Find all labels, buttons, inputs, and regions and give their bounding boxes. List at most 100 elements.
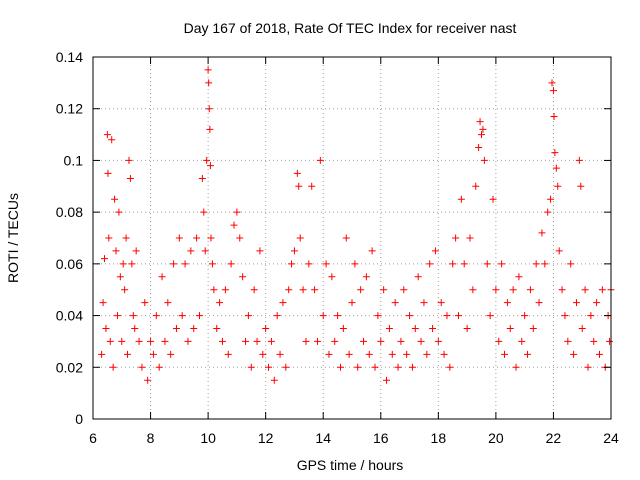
data-point <box>193 234 201 242</box>
data-point <box>554 182 562 190</box>
data-point <box>147 337 155 345</box>
data-point <box>99 299 107 307</box>
data-point <box>521 312 529 320</box>
data-point <box>371 363 379 371</box>
data-point <box>203 156 211 164</box>
data-point <box>109 363 117 371</box>
data-point <box>198 175 206 183</box>
data-point <box>538 229 546 237</box>
data-point <box>149 350 157 358</box>
data-point <box>262 325 270 332</box>
data-point <box>184 337 192 345</box>
x-tick-label: 24 <box>603 430 619 446</box>
data-point <box>578 325 586 332</box>
data-point <box>293 169 301 177</box>
data-point <box>440 350 448 358</box>
data-point <box>429 325 437 332</box>
data-point <box>501 350 509 358</box>
data-point <box>331 337 339 345</box>
data-point <box>457 195 465 203</box>
data-point <box>230 221 238 229</box>
data-point <box>190 325 198 332</box>
data-point <box>158 273 166 281</box>
data-point <box>259 350 267 358</box>
data-point <box>564 337 572 345</box>
data-point <box>509 286 517 294</box>
data-point <box>572 299 580 307</box>
x-axis-ticks: 6 8 10 12 14 16 18 20 22 24 <box>89 57 619 446</box>
data-point <box>108 136 116 144</box>
data-point <box>570 350 578 358</box>
y-axis-label: ROTI / TECUs <box>5 193 21 283</box>
data-point <box>296 234 304 242</box>
data-point <box>403 350 411 358</box>
data-point <box>452 234 460 242</box>
data-point <box>498 260 506 268</box>
data-point <box>172 325 180 332</box>
x-tick-label: 14 <box>315 430 331 446</box>
data-point <box>558 286 566 294</box>
data-point <box>155 363 163 371</box>
data-point <box>408 363 416 371</box>
data-point <box>368 247 376 255</box>
data-point <box>195 312 203 320</box>
data-point <box>265 363 273 371</box>
data-point <box>593 299 601 307</box>
data-point <box>104 169 112 177</box>
data-point <box>279 299 287 307</box>
data-point <box>302 337 310 345</box>
data-point <box>595 350 603 358</box>
data-point <box>115 208 123 216</box>
data-point <box>113 312 121 320</box>
data-point <box>305 260 313 268</box>
data-point <box>581 286 589 294</box>
x-tick-label: 10 <box>200 430 216 446</box>
data-point <box>348 299 356 307</box>
data-point <box>374 312 382 320</box>
data-point <box>106 337 114 345</box>
data-point <box>515 273 523 281</box>
data-point <box>111 195 119 203</box>
data-point <box>345 350 353 358</box>
data-point <box>463 325 471 332</box>
data-point <box>351 260 359 268</box>
y-tick-label: 0.1 <box>64 152 84 168</box>
data-point <box>342 234 350 242</box>
data-point <box>138 363 146 371</box>
data-point <box>411 325 419 332</box>
data-point <box>216 299 224 307</box>
data-point <box>141 299 149 307</box>
data-point <box>431 247 439 255</box>
data-point <box>135 337 143 345</box>
data-point <box>561 312 569 320</box>
data-point <box>552 164 560 172</box>
data-point <box>224 350 232 358</box>
data-point <box>181 260 189 268</box>
data-point <box>532 260 540 268</box>
chart-title: Day 167 of 2018, Rate Of TEC Index for r… <box>184 20 517 36</box>
data-point <box>535 299 543 307</box>
data-point <box>126 175 134 183</box>
data-point <box>98 350 106 358</box>
data-point <box>466 234 474 242</box>
data-point <box>205 79 213 87</box>
data-point <box>400 286 408 294</box>
data-point <box>206 125 214 133</box>
data-point <box>590 337 598 345</box>
y-tick-label: 0.08 <box>56 204 83 220</box>
data-point <box>178 312 186 320</box>
data-point <box>377 337 385 345</box>
data-point <box>518 337 526 345</box>
data-point <box>187 247 195 255</box>
data-point <box>460 260 468 268</box>
data-point <box>313 337 321 345</box>
data-point <box>394 363 402 371</box>
x-tick-label: 12 <box>258 430 274 446</box>
data-point <box>362 273 370 281</box>
data-point <box>388 350 396 358</box>
data-point <box>221 286 229 294</box>
data-point <box>288 260 296 268</box>
data-point <box>144 376 152 384</box>
data-point <box>116 273 124 281</box>
data-point <box>512 363 520 371</box>
